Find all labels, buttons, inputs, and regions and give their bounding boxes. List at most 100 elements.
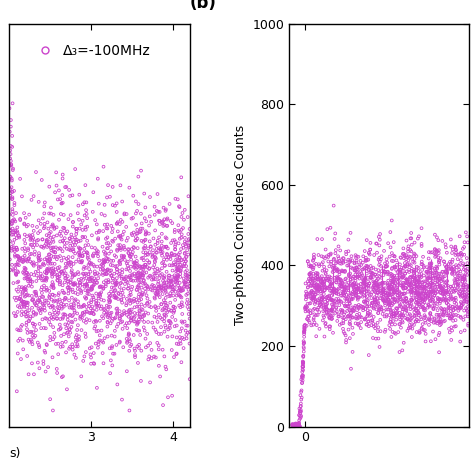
Point — [397, 291, 405, 299]
Point — [295, 422, 302, 430]
Point — [68, 266, 76, 274]
Point — [46, 229, 53, 237]
Point — [127, 250, 135, 258]
Point — [48, 302, 56, 310]
Point — [305, 260, 312, 268]
Point — [116, 308, 123, 315]
Point — [111, 235, 119, 242]
Point — [399, 267, 407, 275]
Point — [310, 305, 318, 312]
Point — [452, 246, 460, 254]
Point — [421, 311, 428, 319]
Point — [419, 283, 427, 291]
Point — [302, 296, 310, 303]
Point — [295, 423, 303, 430]
Point — [398, 311, 406, 319]
Point — [82, 281, 89, 289]
Point — [431, 300, 438, 308]
Point — [448, 288, 456, 296]
Point — [302, 288, 310, 295]
Point — [68, 340, 76, 348]
Point — [126, 309, 134, 316]
Point — [137, 377, 145, 385]
Point — [182, 257, 190, 265]
Point — [45, 264, 53, 272]
Point — [463, 271, 471, 279]
Point — [331, 235, 338, 243]
Point — [12, 231, 19, 239]
Point — [148, 276, 156, 283]
Point — [106, 310, 114, 317]
Point — [458, 290, 466, 297]
Point — [147, 286, 155, 293]
Point — [47, 228, 55, 236]
Point — [317, 274, 325, 282]
Point — [7, 123, 15, 130]
Point — [32, 168, 40, 176]
Point — [150, 353, 158, 360]
Point — [18, 311, 25, 319]
Point — [369, 269, 376, 277]
Point — [392, 256, 400, 264]
Point — [55, 326, 63, 334]
Point — [347, 253, 355, 260]
Point — [415, 278, 422, 286]
Point — [456, 272, 464, 280]
Point — [92, 302, 100, 310]
Point — [172, 261, 179, 268]
Point — [104, 318, 111, 326]
Point — [355, 322, 363, 329]
Point — [411, 312, 419, 319]
Point — [380, 297, 387, 305]
Point — [453, 303, 461, 310]
Point — [111, 327, 118, 335]
Point — [335, 310, 342, 318]
Point — [301, 324, 308, 332]
Point — [391, 253, 398, 260]
Point — [29, 244, 37, 251]
Point — [370, 279, 378, 286]
Point — [410, 294, 417, 302]
Point — [346, 282, 353, 290]
Point — [18, 290, 26, 297]
Point — [81, 263, 88, 271]
Point — [46, 234, 54, 241]
Point — [96, 291, 103, 299]
Point — [128, 215, 135, 222]
Point — [9, 193, 16, 201]
Point — [363, 262, 370, 270]
Point — [178, 299, 186, 306]
Point — [435, 249, 443, 257]
Point — [337, 280, 345, 288]
Point — [77, 252, 84, 260]
Point — [61, 289, 68, 297]
Point — [140, 263, 148, 271]
Point — [436, 283, 443, 291]
Point — [362, 275, 369, 283]
Point — [177, 256, 185, 264]
Point — [89, 278, 97, 285]
Point — [359, 259, 366, 266]
Point — [158, 270, 166, 278]
Point — [170, 303, 177, 310]
Point — [341, 330, 348, 337]
Point — [441, 279, 448, 286]
Point — [423, 287, 430, 295]
Point — [427, 279, 435, 287]
Point — [361, 247, 368, 255]
Point — [426, 303, 433, 310]
Point — [411, 276, 419, 283]
Point — [138, 291, 146, 299]
Point — [174, 277, 182, 284]
Point — [443, 264, 450, 271]
Point — [397, 254, 405, 262]
Point — [48, 260, 56, 267]
Point — [104, 319, 111, 327]
Point — [159, 401, 167, 409]
Point — [464, 267, 471, 275]
Point — [163, 268, 170, 275]
Point — [427, 292, 434, 299]
Point — [113, 341, 120, 349]
Point — [447, 236, 455, 243]
Point — [388, 283, 395, 291]
